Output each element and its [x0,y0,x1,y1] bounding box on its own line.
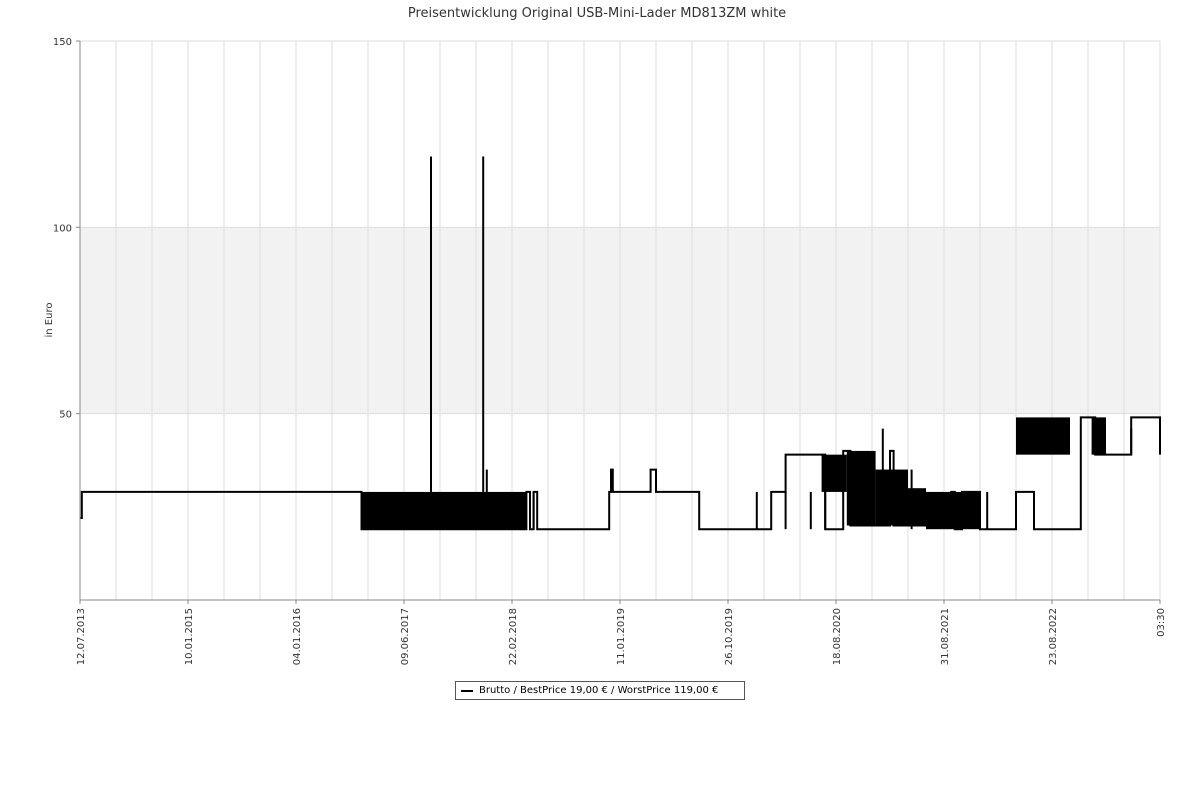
x-tick-label: 23.08.2022 [1048,608,1059,665]
price-line [80,416,1161,531]
price-fluctuation-band [360,491,527,530]
x-tick-label: 12.07.2013 [76,608,87,665]
legend-swatch [461,689,473,692]
x-tick-label: 04.01.2016 [292,608,303,665]
legend-label: Brutto / BestPrice 19,00 € / WorstPrice … [479,685,719,696]
price-fluctuation-band [875,469,908,526]
price-fluctuation-band [1091,417,1106,455]
x-tick-label: 03:30 [1156,608,1167,637]
x-tick-label: 18.08.2020 [832,608,843,665]
price-fluctuation-band [962,491,980,530]
x-tick-labels: 12.07.2013 10.01.2015 04.01.2016 09.06.2017… [76,600,1167,665]
x-tick-label: 26.10.2019 [724,608,735,665]
x-tick-label: 09.06.2017 [400,608,411,665]
price-fluctuation-band [926,491,962,530]
chart-title: Preisentwicklung Original USB-Mini-Lader… [408,6,786,21]
x-tick-label: 22.02.2018 [508,608,519,665]
price-fluctuation-band [1016,417,1070,455]
x-tick-label: 31.08.2021 [940,608,951,665]
x-tick-label: 11.01.2019 [616,608,627,665]
price-fluctuation-band [846,450,876,526]
legend: Brutto / BestPrice 19,00 € / WorstPrice … [455,681,745,700]
y-tick-label: 100 [53,223,72,234]
y-tick-label: 150 [53,37,72,48]
series-lines [80,416,1161,531]
y-tick-labels: 50 100 150 [53,37,80,421]
y-tick-label: 50 [59,410,72,421]
x-tick-label: 10.01.2015 [184,608,195,665]
y-axis-label: in Euro [44,303,55,338]
